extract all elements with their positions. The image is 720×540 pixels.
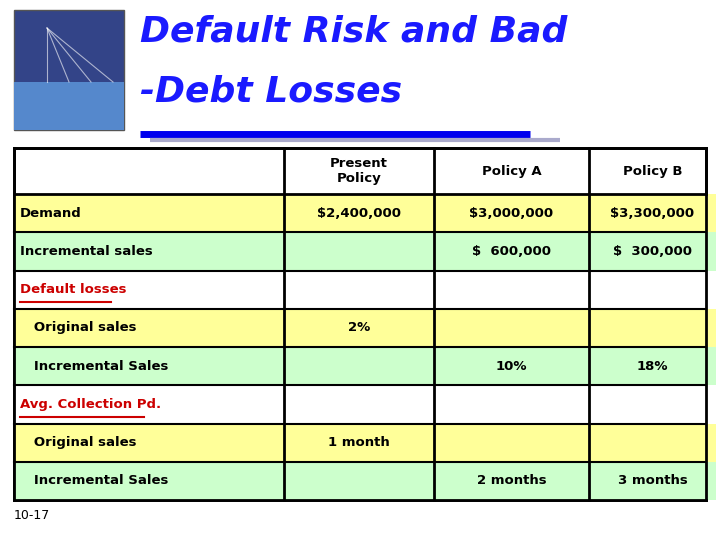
Bar xyxy=(434,385,589,423)
Text: 18%: 18% xyxy=(636,360,668,373)
Bar xyxy=(284,423,434,462)
Bar xyxy=(284,309,434,347)
Bar xyxy=(434,347,589,385)
Text: Avg. Collection Pd.: Avg. Collection Pd. xyxy=(20,398,161,411)
Text: $3,300,000: $3,300,000 xyxy=(611,207,695,220)
Text: 1 month: 1 month xyxy=(328,436,390,449)
Bar xyxy=(589,462,716,500)
Bar xyxy=(284,194,434,232)
Bar xyxy=(14,194,284,232)
Bar xyxy=(284,385,434,423)
Bar xyxy=(434,194,589,232)
Bar xyxy=(589,385,716,423)
Bar xyxy=(14,462,284,500)
Text: Default Risk and Bad: Default Risk and Bad xyxy=(140,15,567,49)
Text: -Debt Losses: -Debt Losses xyxy=(140,75,402,109)
Text: Policy A: Policy A xyxy=(482,165,541,178)
Bar xyxy=(434,309,589,347)
Text: $3,000,000: $3,000,000 xyxy=(469,207,554,220)
Bar xyxy=(14,148,706,500)
Bar xyxy=(14,10,124,130)
Bar xyxy=(284,462,434,500)
Bar xyxy=(589,271,716,309)
Text: Policy B: Policy B xyxy=(623,165,683,178)
Bar xyxy=(284,347,434,385)
Text: 2 months: 2 months xyxy=(477,474,546,488)
Text: Original sales: Original sales xyxy=(20,321,137,334)
Bar xyxy=(14,271,284,309)
Text: Incremental Sales: Incremental Sales xyxy=(20,474,168,488)
Text: 10-17: 10-17 xyxy=(14,509,50,522)
Bar xyxy=(589,194,716,232)
Bar xyxy=(589,232,716,271)
Bar xyxy=(14,82,124,130)
Text: $  300,000: $ 300,000 xyxy=(613,245,692,258)
Text: $  600,000: $ 600,000 xyxy=(472,245,551,258)
Bar xyxy=(589,309,716,347)
Text: Incremental Sales: Incremental Sales xyxy=(20,360,168,373)
Text: Present
Policy: Present Policy xyxy=(330,157,388,185)
Text: Original sales: Original sales xyxy=(20,436,137,449)
Text: Default losses: Default losses xyxy=(20,283,127,296)
Text: $2,400,000: $2,400,000 xyxy=(317,207,401,220)
Bar xyxy=(434,423,589,462)
Text: Incremental sales: Incremental sales xyxy=(20,245,153,258)
Bar xyxy=(14,423,284,462)
Text: 10%: 10% xyxy=(496,360,527,373)
Bar xyxy=(434,232,589,271)
Bar xyxy=(589,347,716,385)
Bar xyxy=(284,232,434,271)
Bar xyxy=(434,462,589,500)
Bar xyxy=(434,271,589,309)
Bar xyxy=(14,232,284,271)
Bar xyxy=(284,271,434,309)
Bar xyxy=(589,423,716,462)
Bar xyxy=(14,347,284,385)
Text: 2%: 2% xyxy=(348,321,370,334)
Bar xyxy=(14,309,284,347)
Text: 3 months: 3 months xyxy=(618,474,688,488)
Text: Demand: Demand xyxy=(20,207,82,220)
Bar xyxy=(14,385,284,423)
